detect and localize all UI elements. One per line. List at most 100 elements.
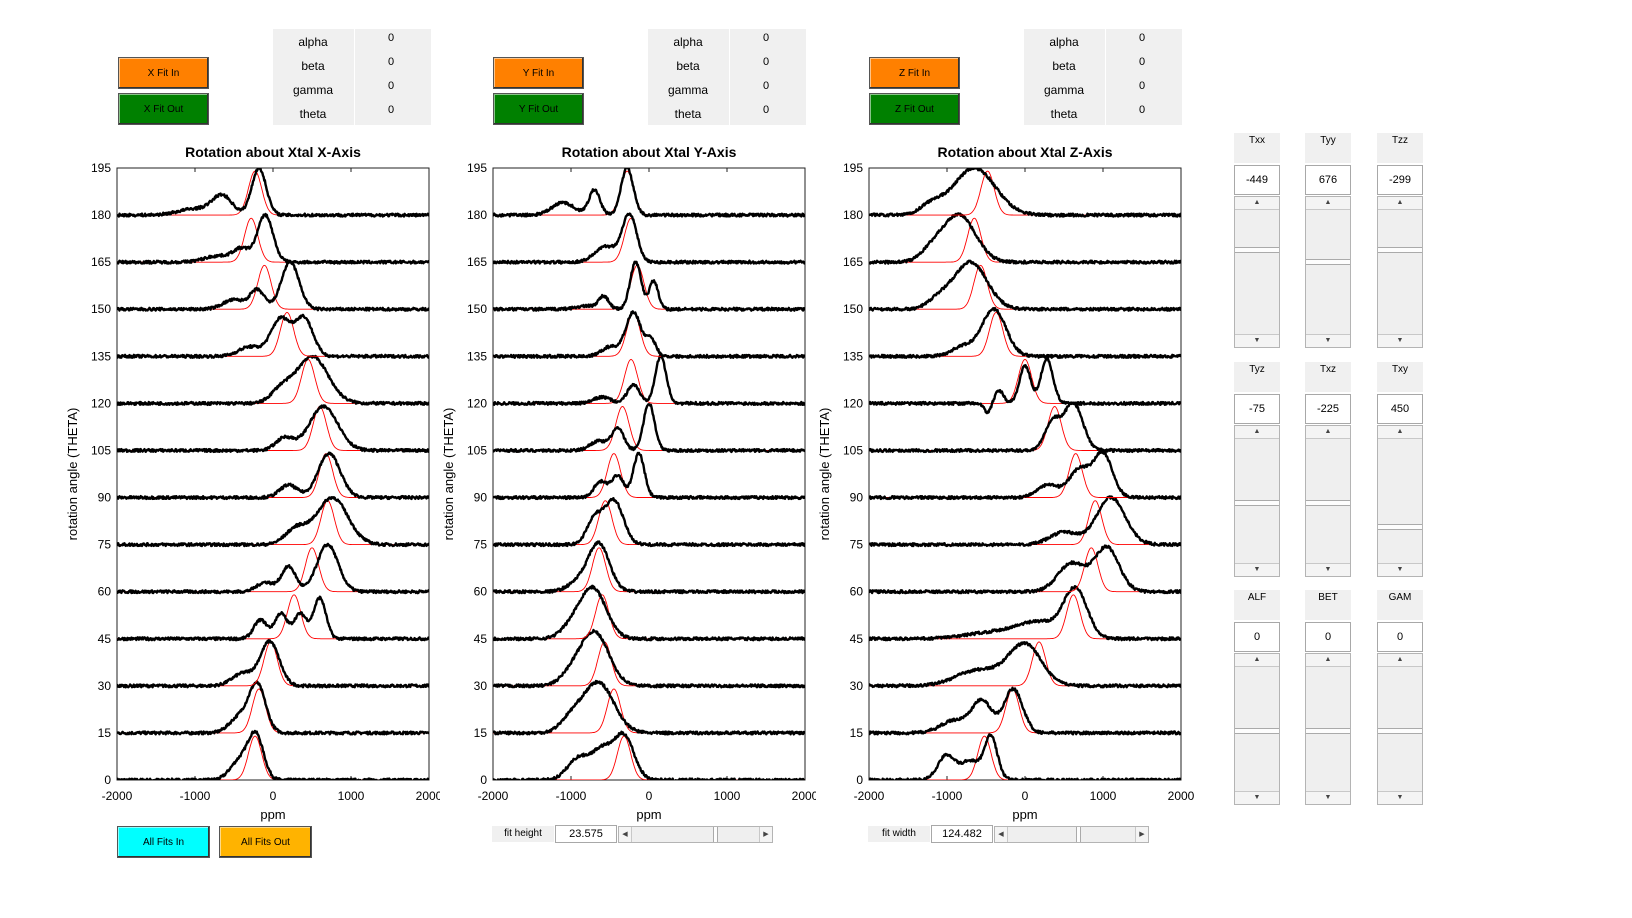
param-label-beta: beta [1052,59,1076,73]
slider-thumb[interactable] [1306,258,1350,265]
arrow-up-icon[interactable]: ▲ [1306,654,1350,667]
z-fit-in-button[interactable]: Z Fit In [869,57,960,89]
x-fit-out-button[interactable]: X Fit Out [118,93,209,125]
arrow-down-icon[interactable]: ▼ [1378,334,1422,347]
tensor-slider-tyy[interactable]: ▲ ▼ [1305,196,1351,348]
tensor-field-txz[interactable]: -225 [1305,394,1351,424]
x-axis-label: ppm [1012,807,1037,822]
slider-thumb[interactable] [1235,500,1279,506]
param-label-alpha: alpha [1049,35,1079,49]
arrow-down-icon[interactable]: ▼ [1306,791,1350,804]
y-fit-out-button[interactable]: Y Fit Out [493,93,584,125]
spectrum-trace [117,168,429,218]
arrow-up-icon[interactable]: ▲ [1378,654,1422,667]
y-tick-label: 180 [91,208,111,222]
fit-width-label: fit width [868,826,930,842]
tensor-slider-alf[interactable]: ▲ ▼ [1234,653,1280,805]
spectrum-trace [493,403,805,454]
tensor-field-tzz[interactable]: -299 [1377,165,1423,195]
arrow-down-icon[interactable]: ▼ [1378,791,1422,804]
tensor-field-txx[interactable]: -449 [1234,165,1280,195]
y-tick-label: 30 [850,679,864,693]
y-tick-label: 60 [850,585,864,599]
y-tick-label: 150 [467,302,487,316]
tensor-field-bet[interactable]: 0 [1305,622,1351,652]
tensor-slider-txz[interactable]: ▲ ▼ [1305,425,1351,577]
y-tick-label: 195 [843,161,863,175]
y-tick-label: 135 [467,349,487,363]
x-tick-label: 1000 [714,789,741,803]
param-label-alpha: alpha [673,35,703,49]
tensor-field-tyy[interactable]: 676 [1305,165,1351,195]
y-tick-label: 15 [98,726,112,740]
tensor-slider-bet[interactable]: ▲ ▼ [1305,653,1351,805]
fit-width-field[interactable]: 124.482 [931,825,993,843]
slider-thumb[interactable] [1306,500,1350,506]
arrow-up-icon[interactable]: ▲ [1235,426,1279,439]
slider-thumb[interactable] [1378,246,1422,253]
tensor-field-gam[interactable]: 0 [1377,622,1423,652]
arrow-down-icon[interactable]: ▼ [1306,563,1350,576]
y-tick-label: 0 [480,773,487,787]
spectrum-trace [493,353,805,406]
spectrum-trace [869,401,1181,454]
arrow-right-icon[interactable]: ▶ [759,827,772,842]
fit-height-slider[interactable]: ◀ ▶ [618,826,773,843]
y-tick-label: 30 [474,679,488,693]
arrow-down-icon[interactable]: ▼ [1235,791,1279,804]
fit-width-slider[interactable]: ◀ ▶ [994,826,1149,843]
plot-title: Rotation about Xtal Z-Axis [938,144,1113,160]
y-tick-label: 105 [91,443,111,457]
spectrum-trace [117,354,429,406]
tensor-field-alf[interactable]: 0 [1234,622,1280,652]
tensor-slider-txx[interactable]: ▲ ▼ [1234,196,1280,348]
tensor-slider-gam[interactable]: ▲ ▼ [1377,653,1423,805]
y-fit-in-button[interactable]: Y Fit In [493,57,584,89]
arrow-left-icon[interactable]: ◀ [995,827,1008,842]
y-tick-label: 105 [843,443,863,457]
x-tick-label: 1000 [1090,789,1117,803]
slider-thumb[interactable] [1306,728,1350,734]
slider-thumb[interactable] [1235,728,1279,734]
arrow-up-icon[interactable]: ▲ [1306,426,1350,439]
fit-height-field[interactable]: 23.575 [555,825,617,843]
y-tick-label: 120 [843,396,863,410]
arrow-down-icon[interactable]: ▼ [1306,334,1350,347]
all-fits-in-button[interactable]: All Fits In [117,826,210,858]
tensor-label-txx: Txx [1234,133,1280,163]
slider-thumb[interactable] [712,827,718,842]
tensor-slider-tyz[interactable]: ▲ ▼ [1234,425,1280,577]
arrow-down-icon[interactable]: ▼ [1235,563,1279,576]
slider-thumb[interactable] [1235,246,1279,253]
y-tick-label: 0 [104,773,111,787]
slider-thumb[interactable] [1378,524,1422,531]
y-tick-label: 180 [467,208,487,222]
slider-thumb[interactable] [1378,728,1422,734]
arrow-down-icon[interactable]: ▼ [1378,563,1422,576]
y-axis-rotation-plot: Rotation about Xtal Y-Axis 0 15 30 45 60 75 90 1… [441,144,816,822]
tensor-slider-txy[interactable]: ▲ ▼ [1377,425,1423,577]
arrow-up-icon[interactable]: ▲ [1235,654,1279,667]
arrow-up-icon[interactable]: ▲ [1378,426,1422,439]
spectrum-trace [869,733,1181,780]
x-fit-in-button[interactable]: X Fit In [118,57,209,89]
arrow-left-icon[interactable]: ◀ [619,827,632,842]
y-tick-label: 60 [474,585,488,599]
z-fit-out-button[interactable]: Z Fit Out [869,93,960,125]
x-tick-label: -1000 [556,789,587,803]
arrow-right-icon[interactable]: ▶ [1135,827,1148,842]
spectrum-trace [117,260,429,312]
slider-thumb[interactable] [1076,827,1082,842]
arrow-up-icon[interactable]: ▲ [1306,197,1350,210]
arrow-down-icon[interactable]: ▼ [1235,334,1279,347]
tensor-field-tyz[interactable]: -75 [1234,394,1280,424]
tensor-slider-tzz[interactable]: ▲ ▼ [1377,196,1423,348]
param-value-gamma: 0 [1138,80,1146,92]
param-label-gamma: gamma [292,83,333,97]
arrow-up-icon[interactable]: ▲ [1378,197,1422,210]
all-fits-out-button[interactable]: All Fits Out [219,826,312,858]
arrow-up-icon[interactable]: ▲ [1235,197,1279,210]
spectrum-trace [869,168,1181,218]
tensor-field-txy[interactable]: 450 [1377,394,1423,424]
x-tick-label: 2000 [1168,789,1195,803]
